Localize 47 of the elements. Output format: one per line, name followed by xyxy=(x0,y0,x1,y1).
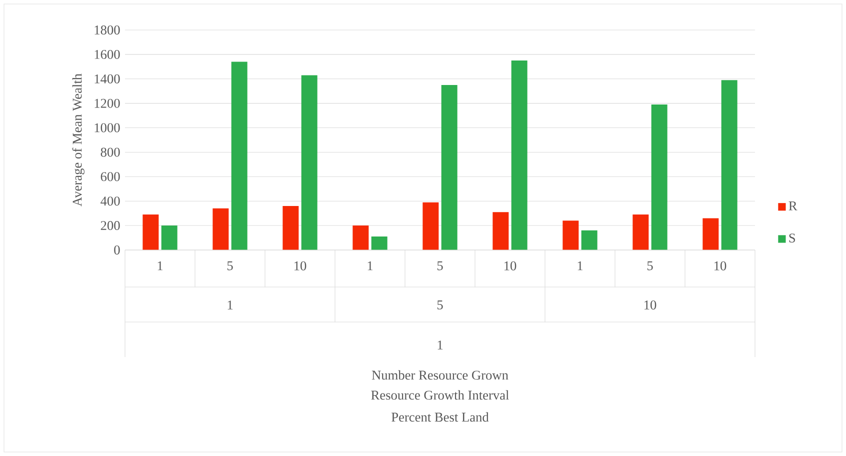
x-tick-label: 5 xyxy=(647,261,653,270)
y-tick-label: 200 xyxy=(100,221,120,230)
y-tick-label: 400 xyxy=(100,196,120,206)
bar xyxy=(632,214,649,250)
text: 1 xyxy=(438,340,443,350)
bar xyxy=(161,226,178,250)
text: Percent Best Land xyxy=(392,412,489,422)
bar xyxy=(422,202,439,250)
x-tick-label: 10 xyxy=(294,261,306,270)
y-tick-label: 1200 xyxy=(94,98,120,108)
bar xyxy=(212,208,229,250)
y-tick-label: 800 xyxy=(100,148,120,157)
y-tick-label: 1400 xyxy=(94,74,120,84)
bar xyxy=(301,75,318,250)
x-tick-label: 10 xyxy=(714,261,726,270)
bar xyxy=(702,218,719,250)
text: 10 xyxy=(644,300,656,310)
bar xyxy=(581,230,598,250)
bar xyxy=(651,104,668,250)
bar xyxy=(142,214,159,250)
legend-label: S xyxy=(789,234,795,243)
bar xyxy=(231,62,248,250)
x-tick-label: 1 xyxy=(158,261,163,270)
bar xyxy=(492,212,509,250)
x-tick-label: 10 xyxy=(504,261,516,270)
bar xyxy=(721,80,738,250)
text: Number Resource Grown xyxy=(372,370,508,380)
x-tick-label: 1 xyxy=(368,261,373,270)
y-tick-label: 1000 xyxy=(94,123,120,132)
text: Resource Growth Interval xyxy=(371,390,509,400)
legend-label: R xyxy=(788,201,798,210)
y-axis-title: Average of Mean Wealth xyxy=(72,74,84,206)
x-tick-label: 5 xyxy=(227,261,233,270)
bar xyxy=(352,226,369,250)
x-tick-label: 1 xyxy=(578,261,583,270)
text: 5 xyxy=(437,300,443,310)
bar xyxy=(562,220,579,250)
y-tick-label: 1800 xyxy=(94,25,120,34)
x-tick-label: 5 xyxy=(437,261,443,270)
bar xyxy=(282,206,299,250)
y-tick-label: 600 xyxy=(100,172,120,182)
bar xyxy=(441,84,458,250)
y-tick-label: 0 xyxy=(114,245,120,254)
y-tick-label: 1600 xyxy=(94,50,120,59)
text: 1 xyxy=(228,300,233,310)
bar xyxy=(371,236,388,250)
bar xyxy=(511,60,528,250)
